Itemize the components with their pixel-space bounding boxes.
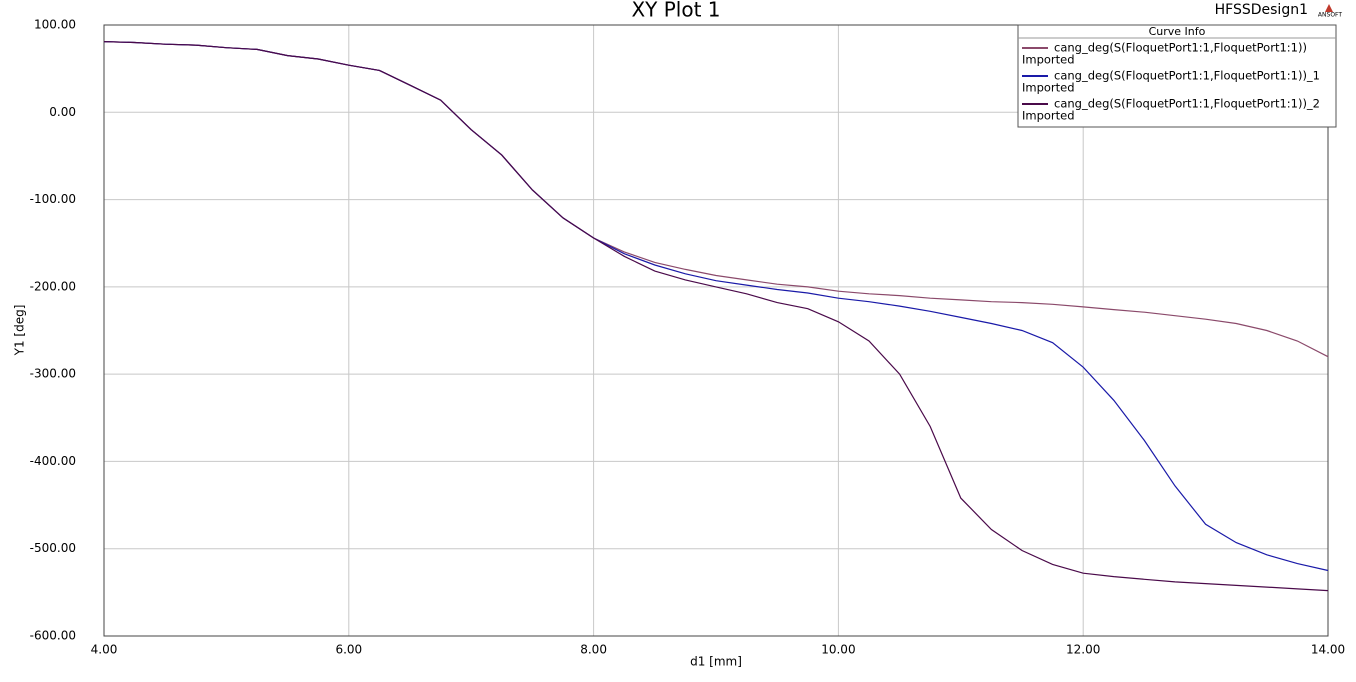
y-tick-label: -200.00: [30, 279, 76, 293]
chart-title: XY Plot 1: [631, 0, 720, 22]
legend-title: Curve Info: [1149, 25, 1206, 38]
legend-label: cang_deg(S(FloquetPort1:1,FloquetPort1:1…: [1054, 97, 1320, 111]
legend: Curve Info cang_deg(S(FloquetPort1:1,Flo…: [1017, 24, 1337, 128]
legend-source: Imported: [1022, 109, 1075, 123]
x-tick-label: 10.00: [821, 643, 855, 657]
legend-source: Imported: [1022, 81, 1075, 95]
y-tick-label: -100.00: [30, 192, 76, 206]
x-tick-label: 4.00: [91, 643, 118, 657]
x-tick-label: 12.00: [1066, 643, 1100, 657]
legend-label: cang_deg(S(FloquetPort1:1,FloquetPort1:1…: [1054, 69, 1320, 83]
design-name: HFSSDesign1: [1215, 2, 1308, 18]
y-tick-label: 0.00: [49, 105, 76, 119]
y-tick-label: 100.00: [34, 18, 76, 32]
y-tick-label: -300.00: [30, 367, 76, 381]
legend-source: Imported: [1022, 53, 1075, 67]
legend-label: cang_deg(S(FloquetPort1:1,FloquetPort1:1…: [1054, 41, 1307, 55]
legend-box: [1017, 24, 1337, 128]
y-tick-label: -600.00: [30, 629, 76, 643]
plot-frame: [103, 24, 1329, 637]
x-tick-label: 8.00: [580, 643, 607, 657]
series-line: [103, 41, 1329, 592]
x-axis-label: d1 [mm]: [690, 655, 742, 669]
y-axis-label: Y1 [deg]: [13, 305, 27, 357]
x-tick-label: 6.00: [335, 643, 362, 657]
x-tick-label: 14.00: [1311, 643, 1345, 657]
y-tick-label: -400.00: [30, 454, 76, 468]
logo-text: ANSOFT: [1318, 12, 1342, 19]
y-tick-label: -500.00: [30, 541, 76, 555]
logo-icon: [1325, 4, 1333, 12]
